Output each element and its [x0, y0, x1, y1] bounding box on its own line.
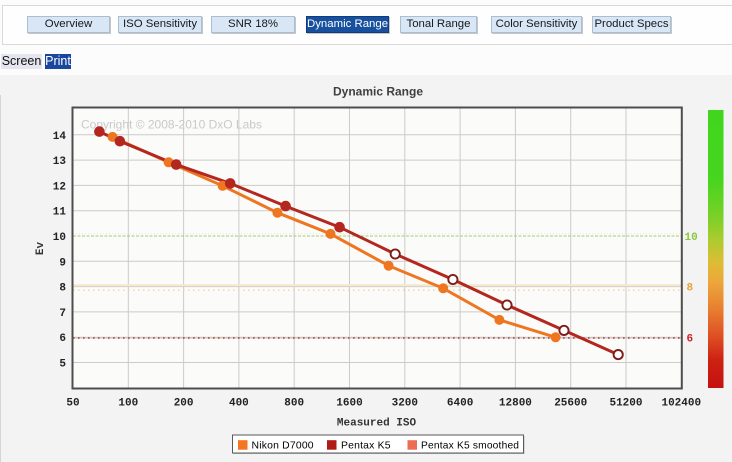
svg-text:100: 100	[118, 398, 138, 410]
svg-text:200: 200	[174, 398, 194, 410]
svg-text:6: 6	[687, 334, 694, 346]
svg-text:14: 14	[53, 131, 67, 143]
svg-text:6400: 6400	[447, 398, 473, 410]
svg-text:Nikon D7000: Nikon D7000	[252, 441, 314, 452]
svg-text:13: 13	[53, 156, 67, 168]
svg-text:51200: 51200	[609, 398, 642, 410]
svg-text:Ev: Ev	[35, 242, 47, 256]
svg-text:6: 6	[59, 333, 66, 345]
svg-text:400: 400	[229, 398, 249, 410]
svg-text:1600: 1600	[336, 398, 362, 410]
svg-text:9: 9	[59, 257, 66, 269]
svg-text:5: 5	[59, 359, 66, 371]
svg-text:10: 10	[685, 232, 698, 244]
svg-text:Pentax K5: Pentax K5	[341, 441, 391, 452]
svg-text:Pentax K5 smoothed: Pentax K5 smoothed	[421, 441, 519, 452]
svg-text:102400: 102400	[661, 398, 701, 410]
svg-text:50: 50	[66, 398, 79, 410]
svg-text:Measured ISO: Measured ISO	[337, 418, 417, 430]
svg-text:12800: 12800	[499, 398, 532, 410]
svg-text:8: 8	[687, 283, 694, 295]
svg-text:800: 800	[284, 398, 304, 410]
svg-text:8: 8	[59, 283, 66, 295]
svg-text:Dynamic Range: Dynamic Range	[333, 85, 423, 99]
svg-text:11: 11	[53, 207, 67, 219]
svg-text:Copyright © 2008-2010 DxO Labs: Copyright © 2008-2010 DxO Labs	[81, 118, 262, 132]
svg-text:25600: 25600	[554, 398, 587, 410]
svg-text:10: 10	[53, 232, 66, 244]
svg-text:12: 12	[53, 181, 66, 193]
svg-text:3200: 3200	[392, 398, 418, 410]
svg-text:7: 7	[59, 308, 66, 320]
